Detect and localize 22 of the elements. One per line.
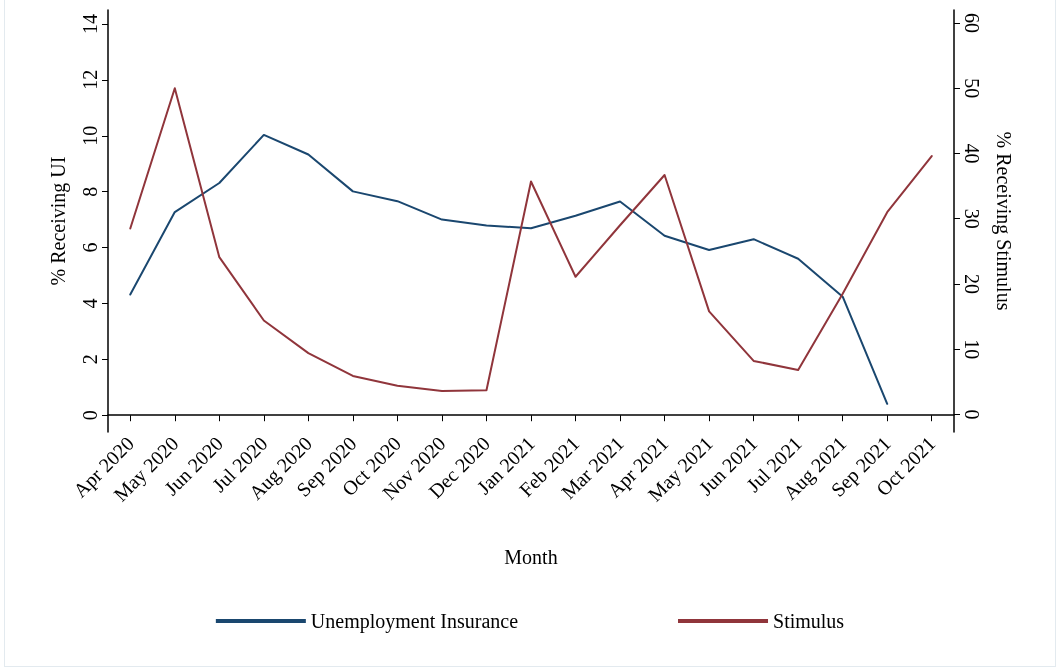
y-tick-label: 10 <box>79 125 101 146</box>
y-tick-label: 8 <box>79 186 101 197</box>
y2-axis-title: % Receiving Stimulus <box>992 131 1015 311</box>
y2-tick-label: 40 <box>961 143 983 164</box>
y-tick-label: 0 <box>79 410 101 421</box>
line-series <box>129 133 889 405</box>
y2-tick-label: 20 <box>961 273 983 294</box>
y-tick-label: 12 <box>79 69 101 90</box>
y2-tick-label: 0 <box>961 409 983 420</box>
line-series <box>129 87 933 392</box>
y2-tick-label: 30 <box>961 208 983 229</box>
y2-tick-label: 50 <box>961 78 983 99</box>
legend-label: Unemployment Insurance <box>310 610 519 633</box>
x-axis-title: Month <box>504 546 558 568</box>
y-tick-label: 2 <box>79 354 101 365</box>
y-tick-label: 6 <box>79 242 101 253</box>
y2-tick-label: 10 <box>961 339 983 360</box>
y-tick-label: 14 <box>79 13 101 34</box>
y-tick-label: 4 <box>79 298 101 309</box>
y2-tick-label: 60 <box>961 13 983 34</box>
y-axis-title: % Receiving UI <box>47 156 70 286</box>
legend-label: Stimulus <box>773 610 845 632</box>
